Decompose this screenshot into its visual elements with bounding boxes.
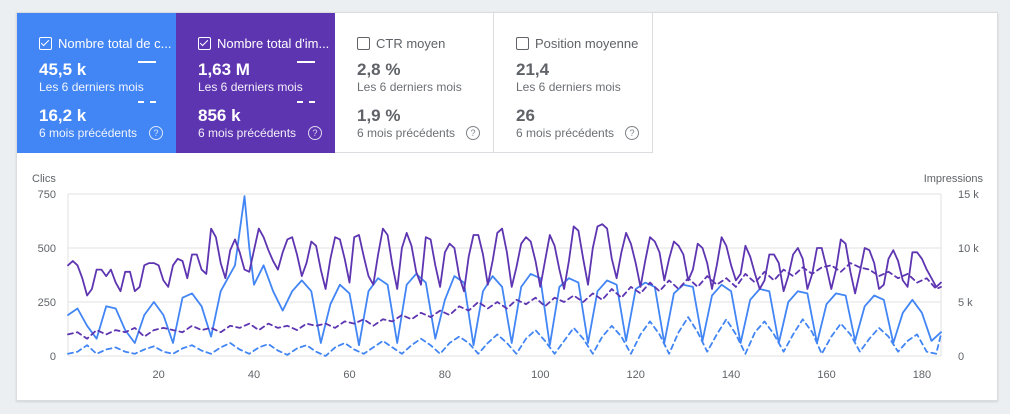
metric-previous-value: 16,2 k [39,106,87,125]
metric-previous-period: 6 mois précédents [39,126,138,140]
left-tick-label: 0 [50,351,56,363]
left-axis-label: Clics [32,173,56,185]
right-tick-label: 10 k [958,243,979,255]
metric-tile-header: Nombre total de c... [39,35,176,51]
metric-tile-clicks[interactable]: Nombre total de c... 45,5 k Les 6 dernie… [17,13,176,153]
metric-tile-ctr[interactable]: CTR moyen 2,8 % Les 6 derniers mois 1,9 … [335,13,494,153]
x-tick-label: 60 [343,369,355,381]
chart-series [67,195,942,357]
series-line-impressions-current [67,223,942,297]
x-tick-label: 140 [722,369,740,381]
x-tick-label: 180 [913,369,931,381]
right-tick-label: 0 [958,351,964,363]
series-line-impressions-previous [67,262,942,340]
checkbox-unchecked-icon[interactable] [357,36,370,50]
right-axis-ticks: 15 k 10 k 5 k 0 [958,189,979,363]
right-tick-label: 15 k [958,189,979,201]
metric-tile-position[interactable]: Position moyenne 21,4 Les 6 derniers moi… [494,13,653,153]
help-icon[interactable]: ? [625,126,639,140]
dashed-line-legend-icon [138,101,156,103]
x-tick-label: 80 [439,369,451,381]
metric-tiles: Nombre total de c... 45,5 k Les 6 dernie… [17,13,653,153]
x-axis-ticks: 20 40 60 80 100 120 140 160 180 [153,369,932,381]
right-axis-label: Impressions [924,173,984,185]
metric-previous-period: 6 mois précédents [198,126,297,140]
left-tick-label: 250 [38,297,56,309]
x-tick-label: 120 [627,369,645,381]
performance-line-chart: Clics Impressions 750 500 250 0 15 k 10 k 5 k… [32,173,984,381]
metric-current-period: Les 6 derniers mois [357,80,462,94]
checkbox-checked-icon[interactable] [39,36,52,50]
metric-previous-value: 1,9 % [357,106,401,125]
x-tick-label: 20 [153,369,165,381]
left-axis-ticks: 750 500 250 0 [38,189,56,363]
help-icon[interactable]: ? [149,126,163,140]
metric-previous-period: 6 mois précédents [357,126,456,140]
metric-label: CTR moyen [376,35,446,51]
metric-tile-header: Nombre total d'im... [198,35,335,51]
left-tick-label: 500 [38,243,56,255]
chart-grid [67,193,942,357]
checkbox-checked-icon[interactable] [198,36,211,50]
metric-tile-header: CTR moyen [357,35,493,51]
metric-current-period: Les 6 derniers mois [39,80,144,94]
metric-current-value: 21,4 [516,60,550,79]
solid-line-legend-icon [297,61,315,63]
performance-card: Nombre total de c... 45,5 k Les 6 dernie… [16,12,998,401]
metric-current-period: Les 6 derniers mois [516,80,621,94]
x-tick-label: 40 [248,369,260,381]
metric-label: Nombre total d'im... [217,35,330,51]
solid-line-legend-icon [138,61,156,63]
metric-previous-value: 26 [516,106,535,125]
x-tick-label: 100 [531,369,549,381]
metric-previous-period: 6 mois précédents [516,126,615,140]
left-tick-label: 750 [38,189,56,201]
metric-previous-value: 856 k [198,106,241,125]
series-line-clicks-previous [67,316,942,357]
metric-tile-impressions[interactable]: Nombre total d'im... 1,63 M Les 6 dernie… [176,13,335,153]
series-line-clicks-current [67,195,942,347]
right-tick-label: 5 k [958,297,973,309]
x-tick-label: 160 [817,369,835,381]
metric-current-period: Les 6 derniers mois [198,80,303,94]
metric-current-value: 45,5 k [39,60,87,79]
dashed-line-legend-icon [297,101,315,103]
metric-current-value: 1,63 M [198,60,250,79]
metric-label: Nombre total de c... [58,35,172,51]
help-icon[interactable]: ? [466,126,480,140]
metric-label: Position moyenne [535,35,639,51]
metric-tile-header: Position moyenne [516,35,652,51]
metric-current-value: 2,8 % [357,60,401,79]
checkbox-unchecked-icon[interactable] [516,36,529,50]
help-icon[interactable]: ? [308,126,322,140]
